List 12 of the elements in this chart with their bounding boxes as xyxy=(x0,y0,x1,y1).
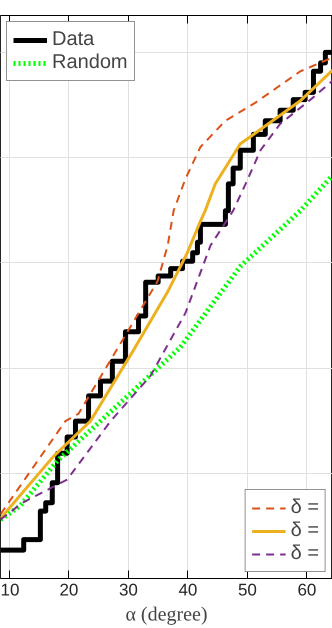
legend-label: δ = xyxy=(290,542,319,565)
legend-label: Random xyxy=(52,51,128,74)
x-tick-label: 30 xyxy=(118,580,138,600)
x-axis-title: α (degree) xyxy=(125,604,208,626)
x-tick-label: 40 xyxy=(178,580,198,600)
legend-label: δ = xyxy=(290,519,319,542)
x-tick-label: 60 xyxy=(297,580,316,600)
x-tick-label: 50 xyxy=(238,580,257,600)
x-tick-label: 20 xyxy=(59,580,78,600)
legend-label: Data xyxy=(52,28,94,51)
legend-label: δ = xyxy=(290,496,319,519)
x-tick-label: 10 xyxy=(0,580,20,600)
